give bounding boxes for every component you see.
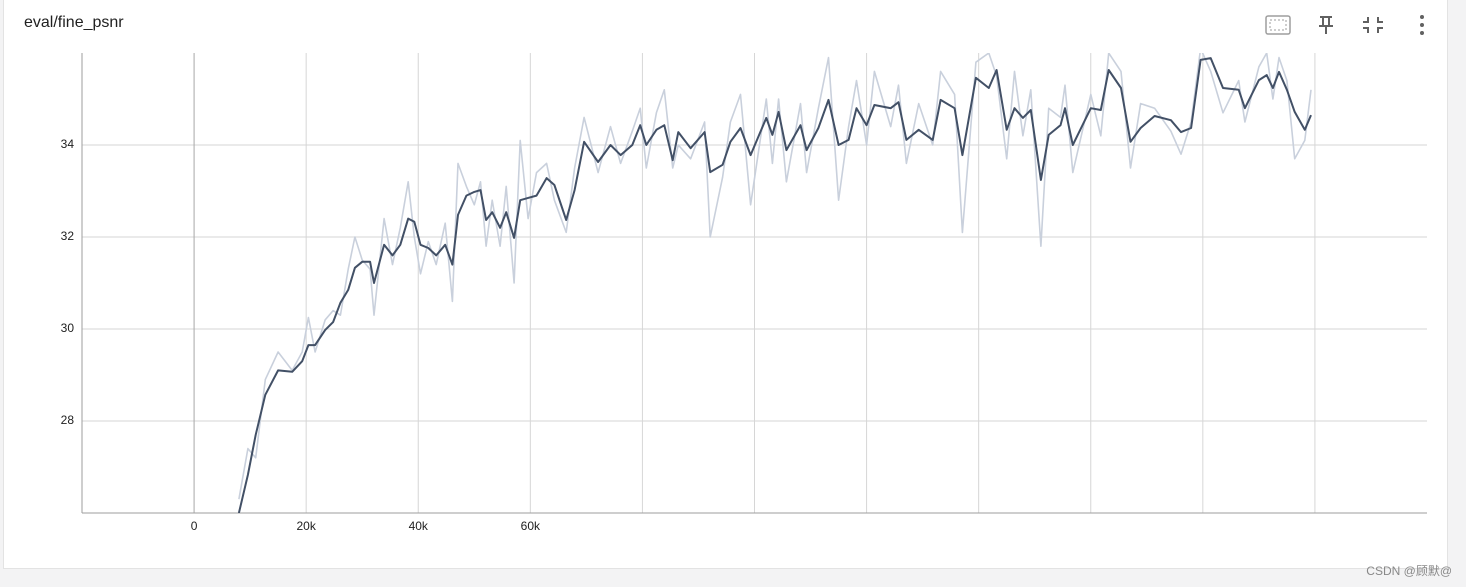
toolbar — [1265, 15, 1424, 35]
plot-area — [237, 53, 1312, 513]
more-button[interactable] — [1420, 15, 1424, 35]
y-tick-label: 34 — [61, 137, 75, 151]
y-tick-label: 32 — [61, 229, 75, 243]
series-line — [237, 57, 1312, 513]
x-tick-label: 20k — [296, 519, 316, 533]
fit-domain-button[interactable] — [1265, 15, 1291, 35]
series-line — [238, 53, 1312, 500]
y-tick-label: 28 — [61, 413, 75, 427]
x-tick-label: 40k — [409, 519, 429, 533]
y-tick-label: 30 — [61, 321, 75, 335]
card-title: eval/fine_psnr — [24, 14, 124, 31]
x-tick-label: 60k — [521, 519, 541, 533]
watermark: CSDN @顾默@ — [1366, 564, 1452, 578]
collapse-button[interactable] — [1363, 17, 1383, 33]
x-tick-label: 0 — [191, 519, 198, 533]
pin-button[interactable] — [1319, 16, 1333, 34]
